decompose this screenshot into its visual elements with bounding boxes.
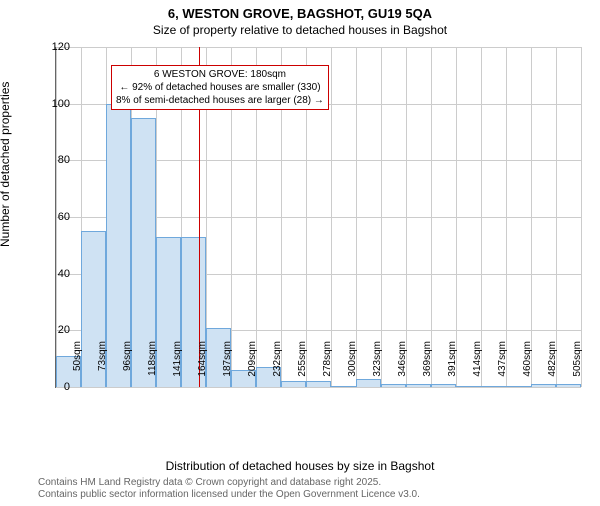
y-tick-label: 80 <box>40 154 70 166</box>
gridline-v <box>406 47 407 387</box>
x-tick-label: 73sqm <box>97 341 108 389</box>
x-tick-label: 96sqm <box>122 341 133 389</box>
annotation-line: 6 WESTON GROVE: 180sqm <box>116 68 324 81</box>
x-tick-label: 346sqm <box>397 341 408 389</box>
annotation-line: 8% of semi-detached houses are larger (2… <box>116 94 324 107</box>
x-tick-label: 187sqm <box>222 341 233 389</box>
x-tick-label: 369sqm <box>422 341 433 389</box>
x-tick-label: 300sqm <box>347 341 358 389</box>
x-axis-label: Distribution of detached houses by size … <box>0 459 600 473</box>
y-tick-label: 20 <box>40 324 70 336</box>
gridline-v <box>381 47 382 387</box>
y-axis-label: Number of detached properties <box>0 82 12 247</box>
y-tick-label: 120 <box>40 41 70 53</box>
x-tick-label: 141sqm <box>172 341 183 389</box>
gridline-h <box>56 47 581 48</box>
x-tick-label: 482sqm <box>547 341 558 389</box>
y-tick-label: 0 <box>40 381 70 393</box>
x-tick-label: 118sqm <box>147 341 158 389</box>
chart-title-sub: Size of property relative to detached ho… <box>0 23 600 37</box>
gridline-v <box>506 47 507 387</box>
x-tick-label: 278sqm <box>322 341 333 389</box>
gridline-v <box>431 47 432 387</box>
gridline-v <box>481 47 482 387</box>
chart-title-main: 6, WESTON GROVE, BAGSHOT, GU19 5QA <box>0 6 600 21</box>
footer-attribution: Contains HM Land Registry data © Crown c… <box>0 473 600 501</box>
y-tick-label: 60 <box>40 211 70 223</box>
x-tick-label: 323sqm <box>372 341 383 389</box>
gridline-v <box>531 47 532 387</box>
x-tick-label: 255sqm <box>297 341 308 389</box>
x-tick-label: 232sqm <box>272 341 283 389</box>
x-tick-label: 164sqm <box>197 341 208 389</box>
chart-area: Number of detached properties 6 WESTON G… <box>0 37 600 457</box>
x-tick-label: 460sqm <box>522 341 533 389</box>
gridline-v <box>356 47 357 387</box>
plot-area: 6 WESTON GROVE: 180sqm← 92% of detached … <box>55 47 581 388</box>
x-tick-label: 437sqm <box>497 341 508 389</box>
annotation-line: ← 92% of detached houses are smaller (33… <box>116 81 324 94</box>
gridline-v <box>456 47 457 387</box>
footer-line1: Contains HM Land Registry data © Crown c… <box>38 477 600 489</box>
x-tick-label: 50sqm <box>72 341 83 389</box>
gridline-v <box>556 47 557 387</box>
x-tick-label: 505sqm <box>572 341 583 389</box>
y-tick-label: 40 <box>40 268 70 280</box>
footer-line2: Contains public sector information licen… <box>38 489 600 501</box>
y-tick-label: 100 <box>40 98 70 110</box>
x-tick-label: 209sqm <box>247 341 258 389</box>
x-tick-label: 391sqm <box>447 341 458 389</box>
x-tick-label: 414sqm <box>472 341 483 389</box>
gridline-v <box>581 47 582 387</box>
gridline-v <box>331 47 332 387</box>
annotation-box: 6 WESTON GROVE: 180sqm← 92% of detached … <box>111 65 329 110</box>
